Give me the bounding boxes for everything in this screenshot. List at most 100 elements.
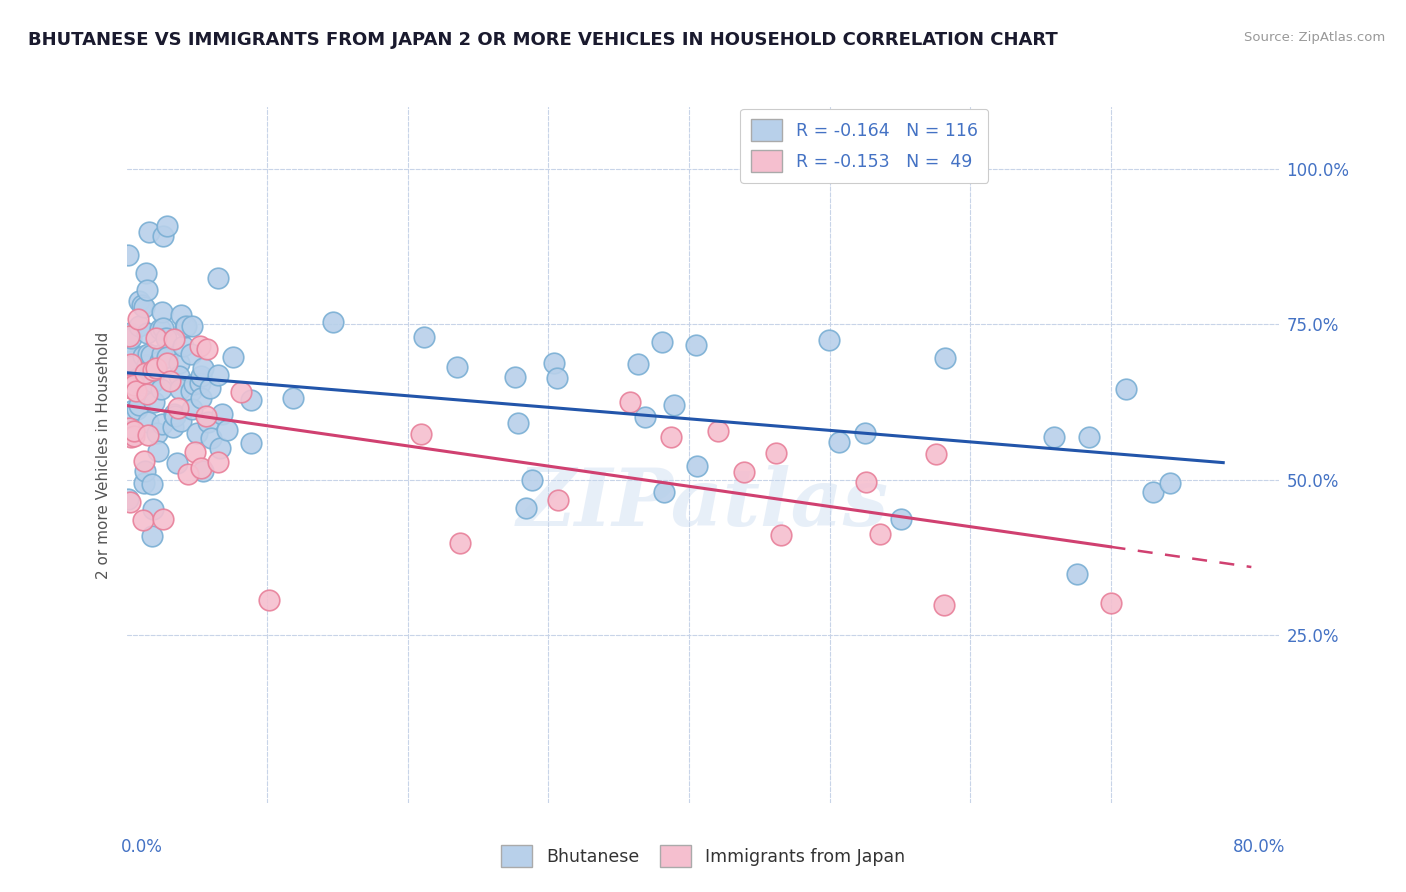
- Point: [167, 356, 190, 370]
- Point: [934, 351, 956, 365]
- Point: [120, 430, 142, 444]
- Point: [150, 382, 173, 396]
- Point: [122, 428, 145, 442]
- Point: [131, 298, 153, 312]
- Point: [139, 348, 162, 362]
- Point: [177, 467, 200, 482]
- Point: [156, 219, 179, 233]
- Point: [117, 428, 139, 442]
- Point: [120, 359, 142, 374]
- Point: [141, 529, 163, 543]
- Point: [200, 431, 222, 445]
- Point: [152, 321, 174, 335]
- Point: [685, 338, 707, 352]
- Point: [652, 484, 675, 499]
- Point: [120, 381, 142, 395]
- Point: [174, 318, 197, 333]
- Point: [152, 229, 174, 244]
- Point: [172, 339, 194, 353]
- Point: [159, 374, 181, 388]
- Point: [173, 320, 195, 334]
- Point: [197, 415, 219, 429]
- Text: ZIPatlas: ZIPatlas: [517, 465, 889, 542]
- Point: [142, 375, 165, 389]
- Y-axis label: 2 or more Vehicles in Household: 2 or more Vehicles in Household: [96, 331, 111, 579]
- Point: [143, 364, 166, 378]
- Point: [162, 407, 184, 421]
- Point: [127, 402, 149, 417]
- Point: [181, 319, 204, 334]
- Point: [239, 393, 262, 408]
- Point: [142, 362, 165, 376]
- Point: [184, 445, 207, 459]
- Point: [117, 349, 139, 363]
- Point: [651, 335, 673, 350]
- Point: [170, 308, 193, 322]
- Text: BHUTANESE VS IMMIGRANTS FROM JAPAN 2 OR MORE VEHICLES IN HOUSEHOLD CORRELATION C: BHUTANESE VS IMMIGRANTS FROM JAPAN 2 OR …: [28, 31, 1057, 49]
- Point: [180, 384, 202, 399]
- Point: [659, 430, 682, 444]
- Point: [169, 382, 191, 396]
- Point: [1099, 596, 1122, 610]
- Point: [117, 492, 139, 507]
- Point: [231, 385, 253, 400]
- Point: [180, 347, 202, 361]
- Point: [142, 501, 165, 516]
- Point: [733, 465, 755, 479]
- Point: [413, 329, 436, 343]
- Point: [134, 366, 156, 380]
- Point: [449, 536, 471, 550]
- Point: [155, 350, 177, 364]
- Point: [136, 415, 159, 429]
- Legend: Bhutanese, Immigrants from Japan: Bhutanese, Immigrants from Japan: [494, 838, 912, 874]
- Point: [686, 458, 709, 473]
- Point: [132, 475, 155, 490]
- Point: [163, 332, 186, 346]
- Point: [146, 425, 169, 440]
- Point: [191, 361, 214, 376]
- Point: [169, 414, 191, 428]
- Point: [547, 492, 569, 507]
- Point: [853, 425, 876, 440]
- Point: [503, 369, 526, 384]
- Point: [543, 356, 565, 370]
- Point: [869, 527, 891, 541]
- Point: [128, 293, 150, 308]
- Point: [217, 423, 239, 437]
- Point: [515, 501, 537, 516]
- Point: [446, 360, 468, 375]
- Point: [127, 312, 149, 326]
- Point: [117, 329, 139, 343]
- Point: [190, 369, 212, 384]
- Point: [141, 476, 163, 491]
- Point: [117, 340, 139, 354]
- Point: [1077, 430, 1099, 444]
- Point: [145, 331, 167, 345]
- Point: [150, 305, 173, 319]
- Point: [240, 435, 263, 450]
- Point: [506, 417, 529, 431]
- Point: [522, 473, 544, 487]
- Point: [627, 357, 650, 371]
- Point: [198, 381, 221, 395]
- Point: [117, 380, 139, 394]
- Point: [134, 464, 156, 478]
- Point: [707, 424, 730, 438]
- Point: [191, 464, 214, 478]
- Point: [122, 423, 145, 437]
- Point: [152, 512, 174, 526]
- Point: [195, 409, 218, 424]
- Point: [145, 360, 167, 375]
- Point: [117, 248, 139, 262]
- Point: [138, 225, 160, 239]
- Point: [132, 513, 155, 527]
- Point: [118, 421, 141, 435]
- Point: [127, 371, 149, 385]
- Point: [1115, 382, 1137, 396]
- Point: [855, 475, 877, 489]
- Point: [139, 367, 162, 381]
- Point: [117, 377, 139, 392]
- Point: [118, 326, 141, 341]
- Point: [634, 410, 657, 425]
- Point: [211, 407, 233, 421]
